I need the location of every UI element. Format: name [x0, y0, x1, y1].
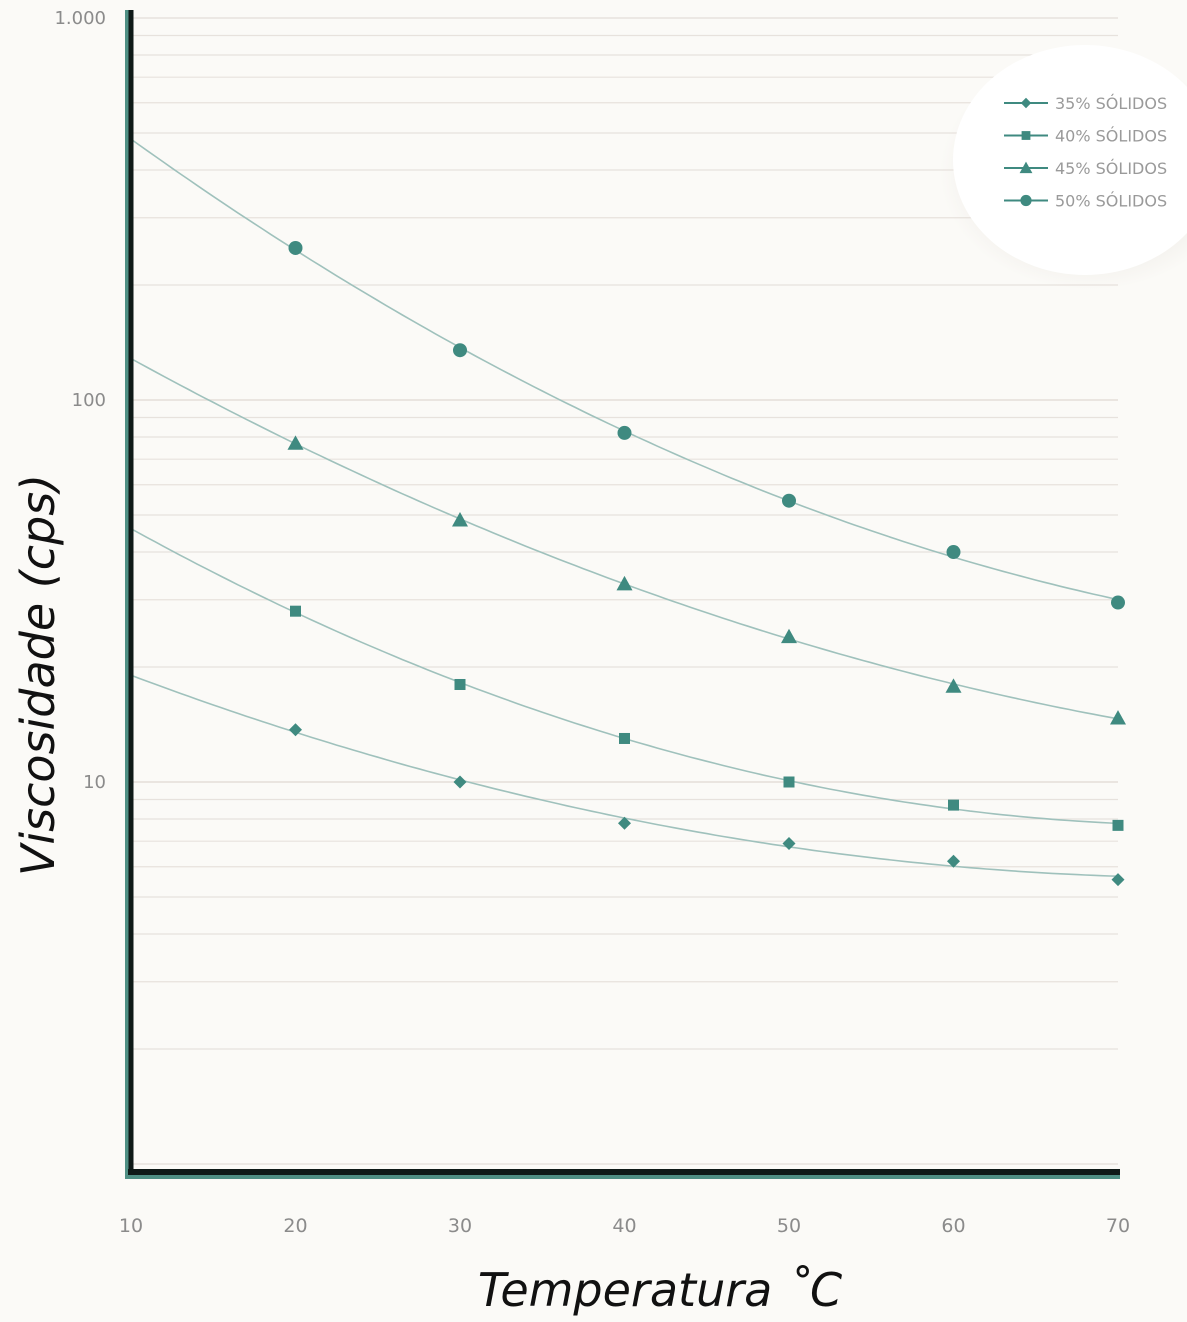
data-point-diamond [289, 723, 302, 737]
data-point-circle [782, 493, 796, 508]
series-curve [130, 527, 1119, 825]
data-point-triangle [287, 435, 304, 450]
data-point-triangle [1110, 710, 1126, 725]
data-point-square [619, 732, 630, 744]
axis-labels: Temperatura ˚C Viscosidade (cps) 10 20 30 4… [11, 8, 1130, 1317]
x-tick-label: 20 [283, 1215, 307, 1237]
series-curve [130, 357, 1119, 720]
data-point-square [290, 605, 301, 617]
data-point-triangle [945, 678, 962, 693]
data-point-circle [453, 343, 467, 358]
data-point-circle [1111, 595, 1125, 610]
x-tick-label: 40 [612, 1215, 636, 1237]
legend-label: 45% SÓLIDOS [1055, 159, 1167, 178]
data-point-triangle [616, 575, 633, 591]
x-tick-label: 50 [777, 1215, 801, 1237]
legend-marker-triangle [1019, 161, 1033, 174]
y-tick-label: 10 [83, 772, 106, 793]
y-tick-label: 1.000 [54, 8, 106, 29]
legend-marker-square [1021, 131, 1031, 140]
data-point-square [454, 678, 466, 690]
data-point-triangle [452, 512, 468, 527]
axes [125, 10, 1120, 1179]
legend-label: 50% SÓLIDOS [1055, 192, 1167, 211]
data-point-diamond [453, 775, 467, 789]
y-axis-title: Viscosidade (cps) [11, 474, 65, 876]
x-tick-label: 70 [1106, 1215, 1130, 1237]
data-point-diamond [1111, 873, 1125, 887]
legend: 35% SÓLIDOS 40% SÓLIDOS 45% SÓLIDOS 50% SÓL… [940, 45, 1187, 290]
x-axis-title: Temperatura ˚C [478, 1263, 842, 1317]
data-point-diamond [618, 816, 631, 830]
data-point-square [783, 776, 795, 788]
data-point-diamond [782, 837, 796, 851]
data-point-circle [946, 545, 961, 560]
data-point-circle [617, 425, 632, 440]
series-curve [130, 674, 1119, 877]
legend-label: 35% SÓLIDOS [1055, 94, 1167, 113]
data-point-square [948, 799, 959, 811]
y-tick-label: 100 [72, 390, 106, 411]
data-point-triangle [781, 628, 797, 644]
x-tick-label: 30 [448, 1215, 472, 1237]
legend-label: 40% SÓLIDOS [1055, 127, 1167, 146]
series-curves [130, 138, 1119, 877]
x-tick-label: 60 [941, 1215, 965, 1237]
data-point-circle [288, 240, 303, 255]
x-tick-label: 10 [119, 1215, 143, 1237]
legend-marker-diamond [1020, 97, 1032, 109]
legend-marker-circle [1020, 194, 1032, 207]
data-point-diamond [947, 854, 960, 868]
data-point-square [1112, 819, 1124, 831]
data-markers [287, 240, 1126, 887]
